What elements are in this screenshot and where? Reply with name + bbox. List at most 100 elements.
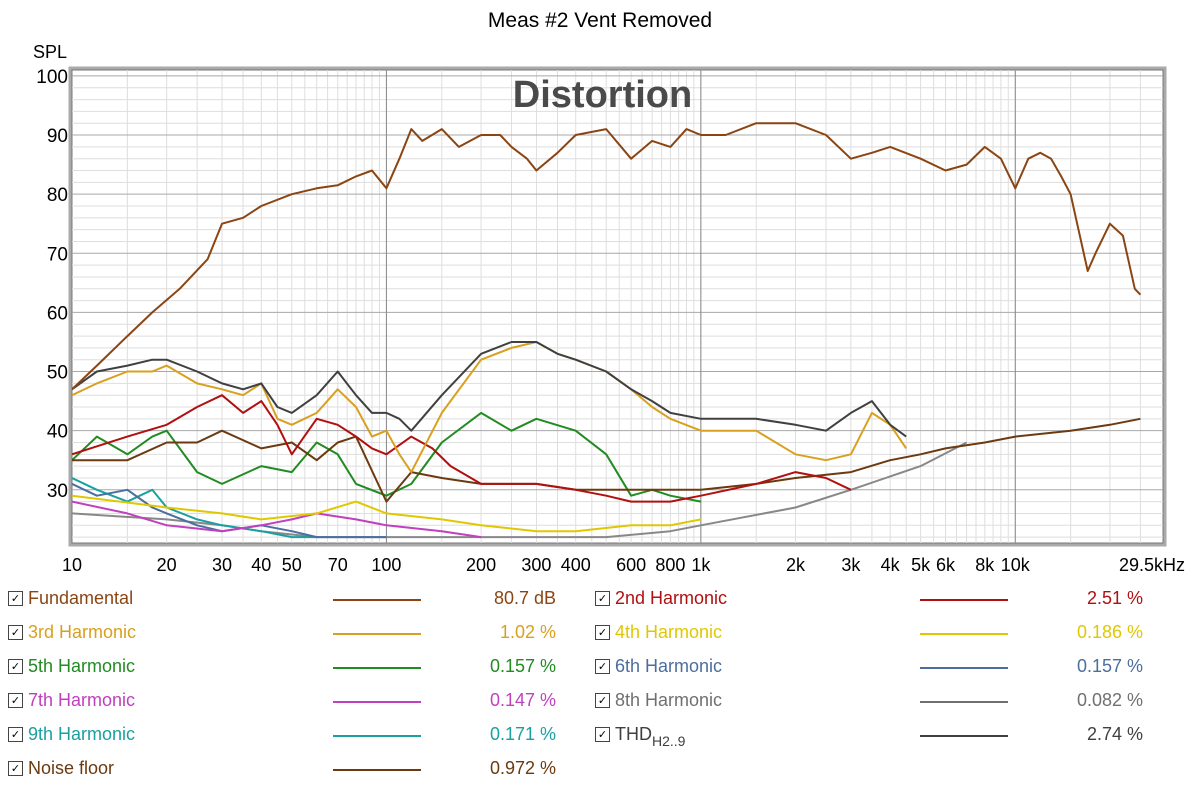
y-tick-label: 90 [47,126,68,147]
y-tick-label: 50 [47,363,68,384]
x-tick-label: 4k [881,555,901,575]
x-tick-label: 1k [691,555,711,575]
x-tick-label: 3k [841,555,861,575]
y-axis-label: SPL [33,42,67,62]
y-tick-label: 100 [36,67,68,88]
x-tick-label: 2k [786,555,806,575]
legend-item-thd[interactable]: ✓ THDH2..9 2.74 % [595,724,1155,749]
legend-value: 0.082 % [1076,690,1143,710]
legend-swatch [920,735,1008,737]
legend-value: 0.157 % [1076,656,1143,676]
x-tick-label: 8k [975,555,995,575]
plot-area [71,69,1164,544]
series-line-6th-harmonic [72,482,387,539]
checkbox-4th-harmonic[interactable]: ✓ [595,625,610,640]
legend-label: 7th Harmonic [28,690,136,710]
thd-label: THD [615,724,652,744]
legend-swatch [333,599,421,601]
x-tick-label: 10k [1001,555,1031,575]
x-tick-label: 40 [251,555,271,575]
checkbox-7th-harmonic[interactable]: ✓ [8,693,23,708]
x-tick-label: 200 [466,555,496,575]
x-tick-label: 600 [616,555,646,575]
legend-swatch [920,633,1008,635]
legend-value: 1.02 % [499,622,556,642]
checkbox-8th-harmonic[interactable]: ✓ [595,693,610,708]
legend-item-6th-harmonic[interactable]: ✓ 6th Harmonic 0.157 % [595,656,1155,680]
legend-item-5th-harmonic[interactable]: ✓ 5th Harmonic 0.157 % [8,656,568,680]
distortion-chart: Distortion SPL 100 90 80 70 60 50 40 30 10 20 30 40 50… [33,42,1185,575]
checkbox-6th-harmonic[interactable]: ✓ [595,659,610,674]
series-line-fundamental [72,122,1142,391]
legend-value: 0.147 % [489,690,556,710]
checkbox-3rd-harmonic[interactable]: ✓ [8,625,23,640]
x-tick-label: 30 [212,555,232,575]
legend-value: 80.7 dB [493,588,556,608]
legend-item-7th-harmonic[interactable]: ✓ 7th Harmonic 0.147 % [8,690,568,714]
y-tick-label: 40 [47,422,68,443]
legend-label: 9th Harmonic [28,724,136,744]
checkbox-5th-harmonic[interactable]: ✓ [8,659,23,674]
legend-swatch [333,667,421,669]
legend-label: 4th Harmonic [615,622,723,642]
legend-swatch [333,769,421,771]
legend-value: 2.74 % [1086,724,1143,744]
series-line-9th-harmonic [72,477,317,539]
legend-value: 0.972 % [489,758,556,778]
y-tick-label: 30 [47,481,68,502]
legend-label: THDH2..9 [615,724,685,749]
legend-label: Noise floor [28,758,115,778]
legend-value: 0.157 % [489,656,556,676]
x-tick-label: 400 [561,555,591,575]
legend-value: 0.186 % [1076,622,1143,642]
series-line-4th-harmonic [72,494,702,533]
legend-item-2nd-harmonic[interactable]: ✓ 2nd Harmonic 2.51 % [595,588,1155,612]
x-tick-label: 20 [157,555,177,575]
legend-label: 6th Harmonic [615,656,723,676]
legend-item-fundamental[interactable]: ✓ Fundamental 80.7 dB [8,588,568,612]
legend-item-8th-harmonic[interactable]: ✓ 8th Harmonic 0.082 % [595,690,1155,714]
x-tick-label: 70 [328,555,348,575]
legend-item-3rd-harmonic[interactable]: ✓ 3rd Harmonic 1.02 % [8,622,568,646]
chart-title: Meas #2 Vent Removed [487,9,713,32]
legend-swatch [920,667,1008,669]
legend-item-4th-harmonic[interactable]: ✓ 4th Harmonic 0.186 % [595,622,1155,646]
legend-label: 3rd Harmonic [28,622,137,642]
checkbox-fundamental[interactable]: ✓ [8,591,23,606]
chart-watermark: Distortion [513,74,692,116]
checkbox-noise-floor[interactable]: ✓ [8,761,23,776]
legend-swatch [920,701,1008,703]
checkbox-thd[interactable]: ✓ [595,727,610,742]
legend-swatch [920,599,1008,601]
legend-swatch [333,735,421,737]
legend-label: 8th Harmonic [615,690,723,710]
legend-label: 2nd Harmonic [615,588,728,608]
legend-swatch [333,701,421,703]
checkbox-9th-harmonic[interactable]: ✓ [8,727,23,742]
series-line-thd-h2-9 [72,341,907,438]
x-tick-label: 10 [62,555,82,575]
legend-item-9th-harmonic[interactable]: ✓ 9th Harmonic 0.171 % [8,724,568,748]
x-tick-label: 800 [655,555,685,575]
x-tick-label: 50 [282,555,302,575]
series-line-5th-harmonic [72,411,702,503]
y-tick-label: 80 [47,185,68,206]
series-line-2nd-harmonic [72,394,852,503]
legend-swatch [333,633,421,635]
legend-label: 5th Harmonic [28,656,136,676]
x-tick-label: 6k [936,555,956,575]
legend-label: Fundamental [28,588,134,608]
legend-value: 0.171 % [489,724,556,744]
x-tick-label: 5k [911,555,931,575]
legend-item-noise-floor[interactable]: ✓ Noise floor 0.972 % [8,758,568,782]
series-line-3rd-harmonic [72,341,908,474]
legend-value: 2.51 % [1086,588,1143,608]
y-tick-label: 60 [47,303,68,324]
checkbox-2nd-harmonic[interactable]: ✓ [595,591,610,606]
y-tick-label: 70 [47,244,68,265]
x-tick-label: 100 [371,555,401,575]
series-group [72,122,1142,539]
series-line-7th-harmonic [72,500,482,539]
grid-lines [72,70,1163,543]
x-tick-label: 29.5kHz [1119,555,1185,575]
